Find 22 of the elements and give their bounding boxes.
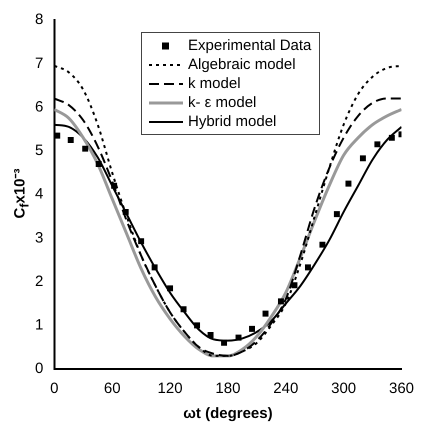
x-tick-label: 60 bbox=[104, 380, 121, 398]
y-tick-label: 0 bbox=[35, 360, 44, 378]
y-tick-label: 6 bbox=[35, 98, 44, 116]
x-tick-label: 0 bbox=[50, 380, 59, 398]
x-tick-label: 360 bbox=[388, 380, 414, 398]
y-tick-label: 4 bbox=[35, 186, 44, 203]
x-tick-label: 240 bbox=[273, 380, 298, 398]
y-tick-label: 3 bbox=[35, 229, 44, 246]
y-tick-label: 5 bbox=[35, 142, 44, 160]
y-tick-label: 2 bbox=[35, 272, 44, 290]
x-axis-title: ωt (degrees) bbox=[183, 405, 273, 422]
y-tick-label: 7 bbox=[35, 54, 44, 72]
legend-label: Algebraic model bbox=[188, 55, 296, 74]
y-tick-label: 1 bbox=[35, 316, 44, 334]
legend-label: k model bbox=[188, 74, 241, 93]
legend-label: Hybrid model bbox=[188, 112, 276, 131]
x-tick-label: 300 bbox=[331, 380, 356, 398]
x-tick-label: 120 bbox=[158, 380, 183, 398]
legend-label: k- ε model bbox=[188, 93, 256, 112]
legend-label: Experimental Data bbox=[188, 36, 312, 55]
y-tick-label: 8 bbox=[35, 11, 44, 28]
x-tick-label: 180 bbox=[215, 380, 240, 398]
